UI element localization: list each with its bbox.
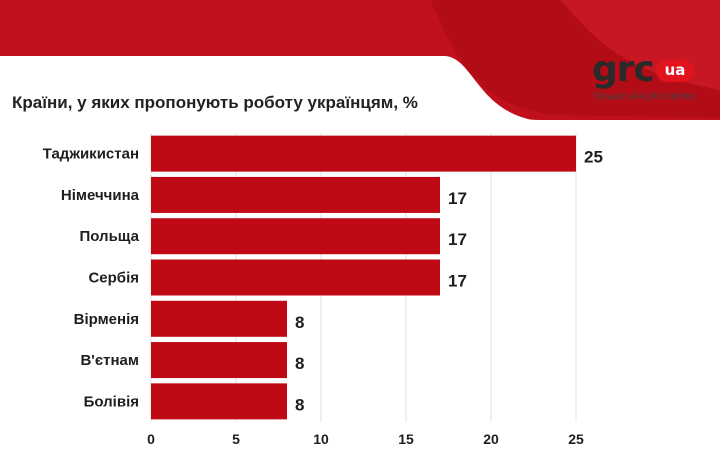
category-label-1: Німеччина <box>61 187 140 204</box>
category-label-2: Польща <box>79 228 139 245</box>
value-label-6: 8 <box>295 395 304 414</box>
value-label-1: 17 <box>448 189 467 208</box>
value-label-4: 8 <box>295 313 304 332</box>
value-label-0: 25 <box>584 148 603 167</box>
x-tick-label-4: 20 <box>483 431 499 447</box>
category-label-5: В'єтнам <box>80 352 139 369</box>
bar-1 <box>151 176 440 213</box>
value-label-3: 17 <box>448 272 467 291</box>
logo-tagline: більше ніж job портал <box>594 91 695 102</box>
x-tick-label-2: 10 <box>313 431 329 447</box>
x-tick-label-1: 5 <box>232 431 240 447</box>
category-label-4: Вірменія <box>74 311 139 328</box>
chart-title: Країни, у яких пропонують роботу українц… <box>12 93 418 112</box>
x-tick-label-3: 15 <box>398 431 414 447</box>
bar-5 <box>151 342 287 379</box>
logo-wordmark: grc <box>592 49 655 90</box>
bar-4 <box>151 300 287 337</box>
value-label-2: 17 <box>448 230 467 249</box>
logo-badge: ua <box>656 60 694 82</box>
x-tick-label-5: 25 <box>568 431 584 447</box>
x-tick-label-0: 0 <box>147 431 155 447</box>
bar-3 <box>151 259 440 296</box>
bar-0 <box>151 135 576 172</box>
value-label-5: 8 <box>295 354 304 373</box>
bar-6 <box>151 383 287 420</box>
category-label-3: Сербія <box>88 270 139 287</box>
category-label-0: Таджикистан <box>43 146 139 163</box>
grc-logo[interactable]: grc ua більше ніж job портал <box>592 50 702 110</box>
category-label-6: Болівія <box>84 393 139 410</box>
bar-2 <box>151 218 440 255</box>
